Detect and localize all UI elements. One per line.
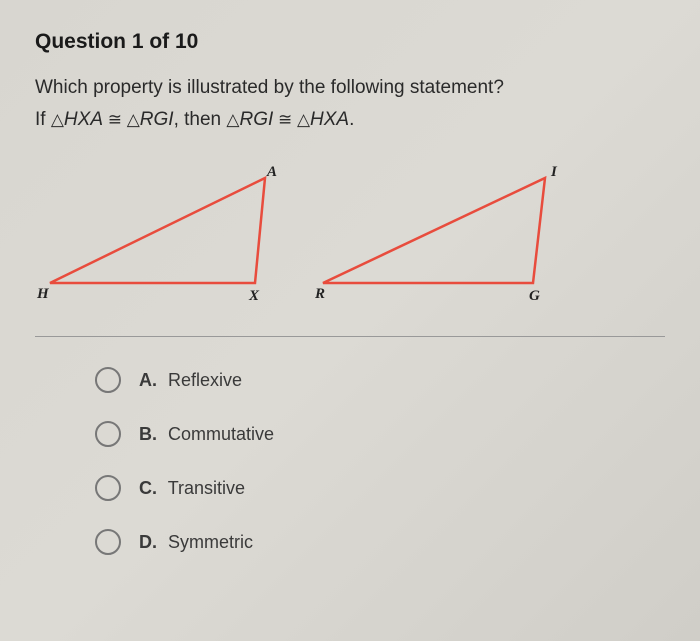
option-d[interactable]: D. Symmetric	[95, 529, 665, 555]
option-b-label: B. Commutative	[139, 424, 274, 445]
option-c-label: C. Transitive	[139, 478, 245, 499]
radio-b[interactable]	[95, 421, 121, 447]
option-a-text: Reflexive	[168, 370, 242, 390]
question-header: Question 1 of 10	[35, 30, 665, 54]
question-prompt: Which property is illustrated by the fol…	[35, 74, 665, 103]
radio-a[interactable]	[95, 367, 121, 393]
option-d-text: Symmetric	[168, 532, 253, 552]
triangle-icon: △	[51, 108, 64, 132]
stmt-t1: HXA	[64, 109, 103, 130]
option-b[interactable]: B. Commutative	[95, 421, 665, 447]
stmt-t2: RGI	[140, 109, 174, 130]
option-c-letter: C.	[139, 478, 157, 498]
vertex-x: X	[248, 288, 260, 304]
question-statement: If △HXA ≅ △RGI, then △RGI ≅ △HXA.	[35, 107, 665, 134]
stmt-prefix: If	[35, 109, 51, 130]
stmt-mid2: , then	[174, 109, 227, 130]
radio-d[interactable]	[95, 529, 121, 555]
vertex-a: A	[266, 164, 277, 180]
option-b-text: Commutative	[168, 424, 274, 444]
triangle-icon: △	[297, 108, 310, 132]
stmt-mid3: ≅	[273, 110, 297, 129]
stmt-t4: HXA	[310, 109, 349, 130]
options-group: A. Reflexive B. Commutative C. Transitiv…	[35, 367, 665, 555]
radio-c[interactable]	[95, 475, 121, 501]
divider	[35, 336, 665, 337]
triangle-hxa	[50, 178, 265, 283]
triangle-icon: △	[226, 108, 239, 132]
triangle-rgi	[323, 178, 545, 283]
option-a-label: A. Reflexive	[139, 370, 242, 391]
triangles-diagram: H X A R G I	[35, 158, 595, 318]
option-c-text: Transitive	[168, 478, 245, 498]
option-a[interactable]: A. Reflexive	[95, 367, 665, 393]
stmt-suffix: .	[349, 109, 354, 130]
vertex-i: I	[550, 164, 558, 180]
option-d-letter: D.	[139, 532, 157, 552]
option-c[interactable]: C. Transitive	[95, 475, 665, 501]
option-a-letter: A.	[139, 370, 157, 390]
diagram-svg: H X A R G I	[35, 158, 595, 318]
stmt-t3: RGI	[239, 109, 273, 130]
option-d-label: D. Symmetric	[139, 532, 253, 553]
vertex-h: H	[36, 286, 50, 302]
vertex-r: R	[314, 286, 325, 302]
triangle-icon: △	[127, 108, 140, 132]
vertex-g: G	[529, 288, 540, 304]
option-b-letter: B.	[139, 424, 157, 444]
stmt-mid1: ≅	[103, 110, 127, 129]
